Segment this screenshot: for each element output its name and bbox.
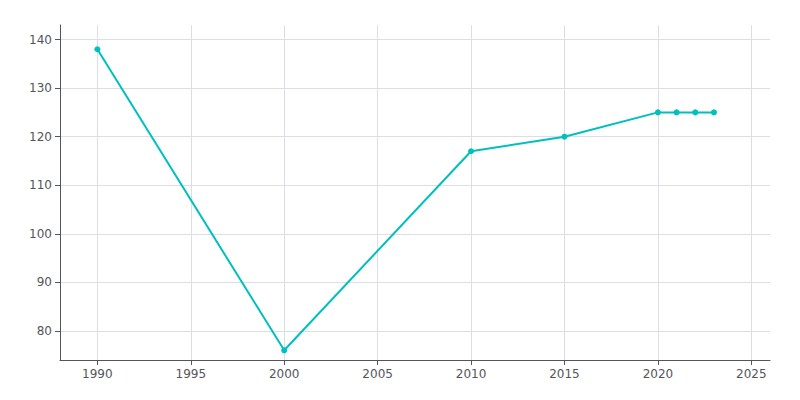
svg-text:2015: 2015 [549, 367, 580, 381]
svg-text:140: 140 [29, 33, 52, 47]
svg-text:80: 80 [37, 324, 52, 338]
svg-text:110: 110 [29, 178, 52, 192]
svg-text:2025: 2025 [736, 367, 767, 381]
svg-text:2000: 2000 [269, 367, 300, 381]
svg-text:130: 130 [29, 81, 52, 95]
svg-text:2005: 2005 [362, 367, 393, 381]
svg-text:1995: 1995 [176, 367, 207, 381]
svg-text:90: 90 [37, 275, 52, 289]
svg-text:2010: 2010 [456, 367, 487, 381]
svg-text:1990: 1990 [82, 367, 113, 381]
svg-text:100: 100 [29, 227, 52, 241]
svg-text:2020: 2020 [643, 367, 674, 381]
svg-text:120: 120 [29, 130, 52, 144]
